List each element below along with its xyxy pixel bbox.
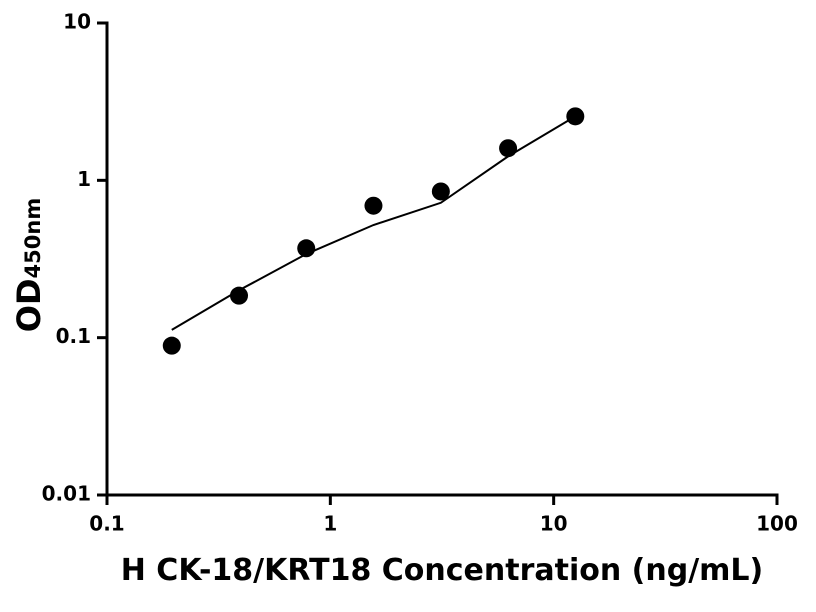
y-tick-label: 0.1 <box>56 324 91 348</box>
x-tick-label: 1 <box>323 512 337 536</box>
data-point <box>162 336 181 355</box>
fit-line <box>171 115 576 331</box>
x-tick-label: 0.1 <box>89 512 124 536</box>
y-axis-title-sub: 450nm <box>21 198 45 279</box>
y-axis-title: OD450nm <box>10 198 48 332</box>
data-point <box>230 286 249 305</box>
data-point <box>364 196 383 215</box>
y-tick-label: 0.01 <box>42 482 91 506</box>
x-tick-label: 100 <box>756 512 798 536</box>
y-tick-label: 10 <box>63 10 91 34</box>
x-axis-title: H CK-18/KRT18 Concentration (ng/mL) <box>121 553 764 588</box>
y-axis-title-main: OD <box>10 278 48 332</box>
x-tick-label: 10 <box>540 512 568 536</box>
data-point <box>431 182 450 201</box>
y-tick-label: 1 <box>77 167 91 191</box>
data-point <box>499 139 518 158</box>
